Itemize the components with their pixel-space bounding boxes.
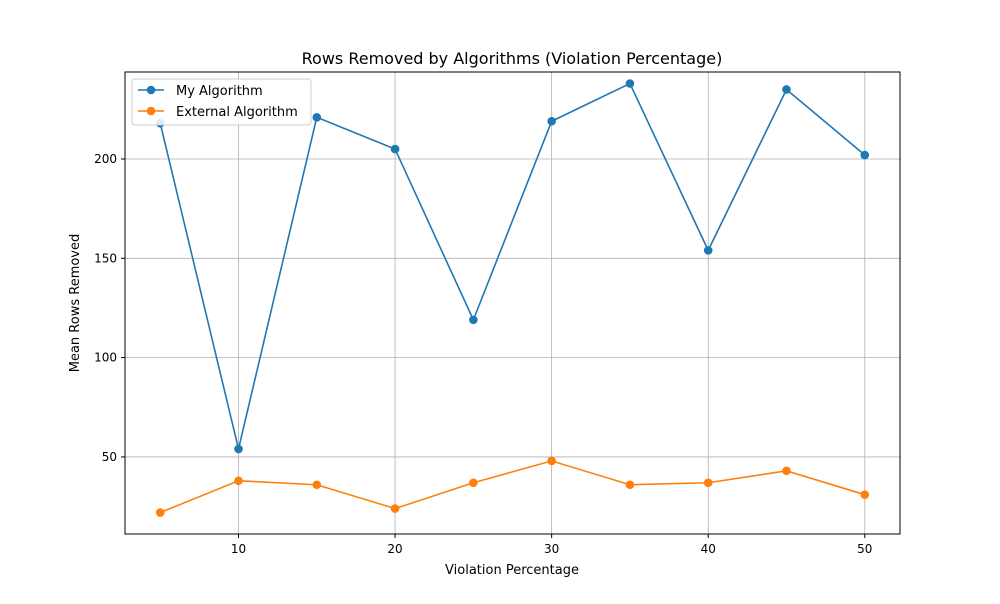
data-point (703, 478, 713, 488)
data-point (155, 508, 165, 517)
data-point (390, 144, 400, 154)
legend-marker (146, 85, 156, 95)
y-axis-label: Mean Rows Removed (68, 234, 83, 373)
data-point (312, 480, 322, 490)
x-tick-label: 10 (231, 542, 246, 556)
legend-marker (146, 106, 156, 116)
x-tick-label: 30 (544, 542, 559, 556)
data-point (469, 478, 478, 488)
y-tick-label: 100 (94, 351, 117, 365)
x-axis-ticks: 10 20 30 40 50 (231, 534, 872, 556)
data-point (625, 79, 635, 88)
data-point (703, 246, 713, 255)
y-tick-label: 150 (94, 251, 117, 265)
data-point (782, 466, 791, 476)
x-tick-label: 40 (701, 542, 716, 556)
grid-lines (125, 72, 900, 534)
data-point (469, 315, 478, 325)
data-point (390, 504, 400, 513)
series-layer (155, 79, 870, 517)
x-tick-label: 20 (387, 542, 402, 556)
chart-title: Rows Removed by Algorithms (Violation Pe… (302, 49, 723, 68)
legend: My Algorithm External Algorithm (131, 78, 312, 126)
series-line (159, 82, 866, 450)
data-point (547, 456, 556, 466)
data-point (625, 480, 635, 490)
x-tick-label: 50 (857, 542, 872, 556)
data-point (547, 116, 556, 126)
series-1 (155, 456, 870, 517)
y-axis-ticks: 50 100 150 200 (94, 152, 125, 464)
data-point (782, 85, 791, 94)
y-tick-label: 200 (94, 152, 117, 166)
series-0 (155, 79, 870, 454)
legend-box (131, 78, 312, 126)
x-axis-label: Violation Percentage (445, 563, 579, 578)
y-tick-label: 50 (102, 450, 117, 464)
legend-label: External Algorithm (176, 105, 298, 120)
data-point (234, 444, 243, 454)
plot-frame (124, 71, 901, 535)
series-line (159, 460, 866, 514)
data-point (312, 112, 322, 122)
data-point (860, 150, 870, 160)
data-point (234, 476, 243, 486)
legend-label: My Algorithm (176, 84, 263, 99)
data-point (860, 490, 870, 499)
